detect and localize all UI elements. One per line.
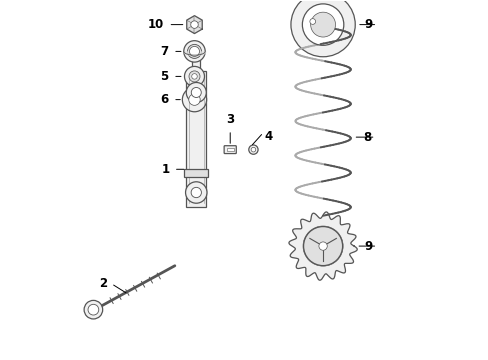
Circle shape bbox=[185, 182, 206, 203]
FancyBboxPatch shape bbox=[224, 146, 236, 154]
Circle shape bbox=[191, 187, 201, 198]
Circle shape bbox=[188, 94, 200, 105]
Text: 1: 1 bbox=[161, 163, 169, 176]
Circle shape bbox=[88, 304, 99, 315]
Circle shape bbox=[190, 21, 198, 28]
Circle shape bbox=[248, 145, 258, 154]
Text: 6: 6 bbox=[160, 93, 168, 106]
Text: 9: 9 bbox=[364, 240, 372, 253]
Text: 9: 9 bbox=[364, 18, 372, 31]
Circle shape bbox=[182, 87, 206, 112]
Text: 4: 4 bbox=[264, 130, 273, 143]
Bar bbox=[194, 43, 198, 50]
Text: 10: 10 bbox=[147, 18, 164, 31]
Text: 2: 2 bbox=[99, 277, 107, 290]
Text: 3: 3 bbox=[225, 113, 234, 126]
Polygon shape bbox=[186, 16, 202, 33]
Bar bbox=[186, 71, 205, 207]
Circle shape bbox=[184, 66, 204, 86]
Circle shape bbox=[290, 0, 354, 57]
Bar bbox=[226, 148, 233, 152]
Circle shape bbox=[189, 46, 199, 57]
Circle shape bbox=[187, 44, 201, 58]
Circle shape bbox=[186, 82, 206, 103]
Circle shape bbox=[191, 74, 197, 79]
Circle shape bbox=[310, 12, 335, 37]
Text: 7: 7 bbox=[161, 45, 168, 58]
Circle shape bbox=[302, 4, 343, 45]
Circle shape bbox=[318, 242, 326, 250]
Circle shape bbox=[188, 71, 200, 82]
Polygon shape bbox=[288, 212, 357, 280]
Circle shape bbox=[309, 19, 315, 24]
Circle shape bbox=[251, 147, 255, 152]
Circle shape bbox=[84, 300, 102, 319]
Text: 5: 5 bbox=[160, 70, 168, 83]
Text: 8: 8 bbox=[362, 131, 370, 144]
Circle shape bbox=[191, 87, 201, 98]
Circle shape bbox=[303, 226, 342, 266]
Circle shape bbox=[183, 41, 205, 62]
Bar bbox=[184, 169, 208, 177]
Bar bbox=[192, 50, 200, 75]
